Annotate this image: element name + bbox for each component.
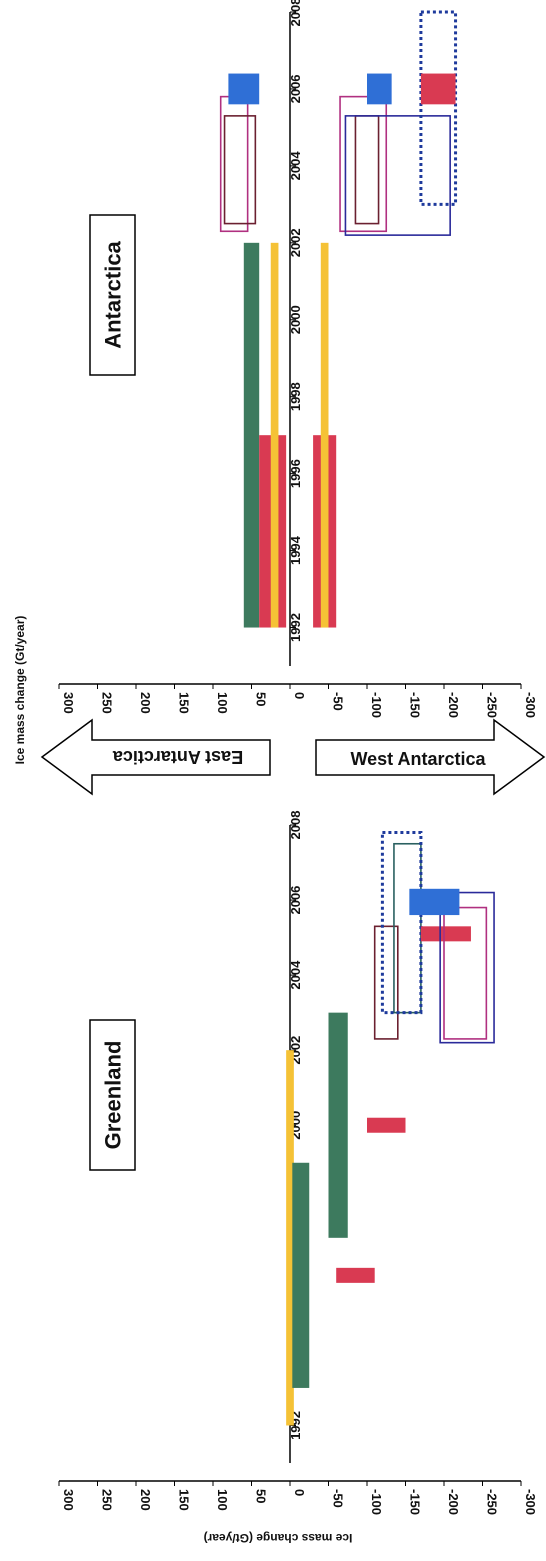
- year-tick-label: 2004: [288, 151, 303, 181]
- y-axis-labels: Ice mass change (Gt/year) Ice mass change…: [13, 616, 352, 1545]
- value-tick-label: -100: [369, 692, 384, 718]
- value-tick-label: -50: [331, 1489, 346, 1508]
- value-tick-label: 300: [61, 692, 76, 714]
- year-tick-label: 1996: [288, 459, 303, 488]
- data-bar: [409, 888, 460, 916]
- value-tick-label: 150: [177, 1489, 192, 1511]
- data-bar: [336, 1267, 375, 1283]
- data-bar: [420, 73, 456, 105]
- data-bar: [367, 1117, 406, 1133]
- data-box: [373, 925, 399, 1040]
- value-tick-label: 50: [254, 692, 269, 706]
- data-bar: [367, 73, 392, 105]
- value-tick-label: -100: [369, 1489, 384, 1515]
- east-antarctica-arrow: [40, 718, 271, 796]
- data-box: [223, 115, 257, 225]
- value-tick-label: -300: [523, 692, 538, 718]
- data-bar: [228, 73, 260, 105]
- data-bar: [270, 242, 279, 628]
- value-tick-label: 50: [254, 1489, 269, 1503]
- year-tick-label: 2006: [288, 74, 303, 103]
- value-tick-label: -300: [523, 1489, 538, 1515]
- data-box: [439, 891, 495, 1044]
- value-tick-label: -50: [331, 692, 346, 711]
- value-tick-label: -200: [446, 1489, 461, 1515]
- data-bar: [286, 1050, 294, 1426]
- year-tick-label: 1998: [288, 382, 303, 411]
- antarctica-y-axis-label: Ice mass change (Gt/year): [13, 616, 27, 765]
- year-tick-label: 2002: [288, 228, 303, 257]
- value-tick-label: 300: [61, 1489, 76, 1511]
- greenland-y-axis-label: Ice mass change (Gt/year): [204, 1531, 353, 1545]
- value-tick-label: -250: [485, 692, 500, 718]
- value-tick-label: 150: [177, 692, 192, 714]
- data-box: [339, 95, 388, 233]
- year-tick-label: 2004: [288, 960, 303, 990]
- value-tick-label: 100: [215, 1489, 230, 1511]
- panel-title: Antarctica: [101, 240, 126, 348]
- value-tick-label: 250: [100, 692, 115, 714]
- data-box: [443, 906, 488, 1040]
- antarctica-panel: 300 250 200 150 100 50 0 -50 -100 -150 -200 -250 -30…: [58, 0, 538, 718]
- greenland-panel: 300 250 200 150 100 50 0 -50 -100 -150 -200 -250 -30…: [58, 811, 538, 1515]
- direction-arrows: East Antarctica West Antarctica: [40, 718, 546, 796]
- data-bar: [328, 1012, 348, 1238]
- panel-title-box: [89, 1019, 136, 1171]
- data-bar: [420, 926, 471, 942]
- year-tick-label: 2000: [288, 305, 303, 334]
- data-bar: [243, 242, 260, 628]
- year-tick-label: 2006: [288, 886, 303, 915]
- data-box-dotted: [380, 831, 423, 1015]
- year-tick-label: 1992: [288, 613, 303, 642]
- west-antarctica-label: West Antarctica: [350, 749, 486, 769]
- data-box: [354, 115, 380, 225]
- east-antarctica-label: East Antarctica: [112, 747, 243, 767]
- year-tick-label: 2008: [288, 811, 303, 840]
- value-tick-label: 250: [100, 1489, 115, 1511]
- value-tick-label: 200: [138, 692, 153, 714]
- panel-title-box: [89, 214, 136, 376]
- value-tick-label: 100: [215, 692, 230, 714]
- data-bar: [292, 1162, 310, 1388]
- year-tick-label: 2008: [288, 0, 303, 26]
- year-tick-label: 1994: [288, 535, 303, 565]
- data-bar: [320, 242, 329, 628]
- panel-title: Greenland: [101, 1041, 126, 1150]
- west-antarctica-arrow: [315, 718, 546, 796]
- value-tick-label: 200: [138, 1489, 153, 1511]
- value-tick-label: -200: [446, 692, 461, 718]
- value-tick-label: 0: [292, 1489, 307, 1496]
- value-tick-label: -150: [408, 1489, 423, 1515]
- value-tick-label: -150: [408, 692, 423, 718]
- value-tick-label: 0: [292, 692, 307, 699]
- value-tick-label: -250: [485, 1489, 500, 1515]
- data-box: [344, 115, 451, 236]
